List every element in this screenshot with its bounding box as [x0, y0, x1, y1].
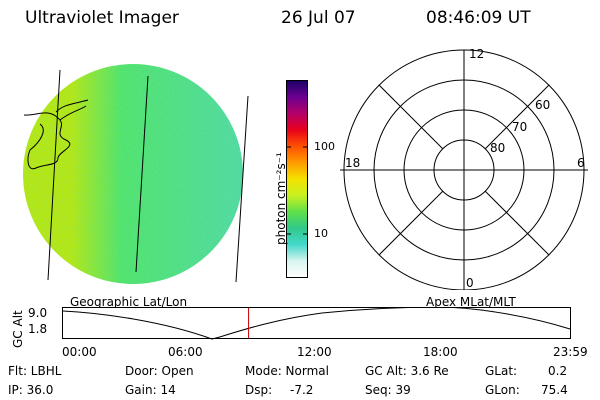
mlat-label-80: 80 — [490, 141, 506, 155]
mlt-label-6: 6 — [577, 156, 585, 170]
mlt-label-12: 12 — [469, 47, 485, 61]
uv-image — [23, 64, 249, 284]
glat-value: 0.2 — [548, 364, 568, 378]
door-status: Door: Open — [125, 364, 194, 378]
mlt-label-18: 18 — [345, 156, 361, 170]
dsp-label: Dsp: — [245, 383, 273, 397]
filter-status: Flt: LBHL — [8, 364, 62, 378]
colorbar-tick-100: 100 — [314, 140, 335, 153]
instrument-title: Ultraviolet Imager — [25, 8, 179, 28]
colorbar-unit-label: photon cm⁻²s⁻¹ — [274, 152, 288, 245]
glon-label: GLon: — [485, 383, 520, 397]
mode-status: Mode: Normal — [245, 364, 329, 378]
altitude-plot — [62, 307, 571, 340]
mlt-label-0: 0 — [466, 276, 474, 290]
altitude-ylabel: GC Alt — [11, 310, 25, 348]
glat-label: GLat: — [485, 364, 518, 378]
mlat-label-60: 60 — [535, 98, 551, 112]
gain-status: Gain: 14 — [125, 383, 176, 397]
longitude-line — [47, 69, 61, 281]
altitude-xtick: 18:00 — [423, 345, 458, 359]
glon-value: 75.4 — [541, 383, 568, 397]
image-caption: Geographic Lat/Lon — [70, 295, 188, 309]
altitude-xtick: 06:00 — [168, 345, 203, 359]
polar-grid — [340, 49, 588, 290]
polar-caption: Apex MLat/MLT — [426, 295, 516, 309]
dsp-value: -7.2 — [290, 383, 314, 397]
gc-alt-status: GC Alt: 3.6 Re — [365, 364, 449, 378]
seq-status: Seq: 39 — [365, 383, 411, 397]
color-bar — [286, 80, 308, 278]
ip-status: IP: 36.0 — [8, 383, 54, 397]
mlat-label-70: 70 — [512, 120, 528, 134]
longitude-line — [235, 95, 249, 283]
altitude-ytick-top: 9.0 — [28, 306, 48, 320]
observation-date: 26 Jul 07 — [281, 8, 356, 28]
colorbar-tick-10: 10 — [314, 227, 328, 240]
observation-time: 08:46:09 UT — [426, 8, 531, 28]
altitude-curve — [62, 307, 571, 340]
longitude-line — [135, 75, 149, 273]
altitude-xtick: 00:00 — [62, 345, 97, 359]
altitude-xtick: 12:00 — [297, 345, 332, 359]
altitude-xtick: 23:59 — [553, 345, 588, 359]
altitude-ytick-bottom: 1.8 — [28, 322, 48, 336]
